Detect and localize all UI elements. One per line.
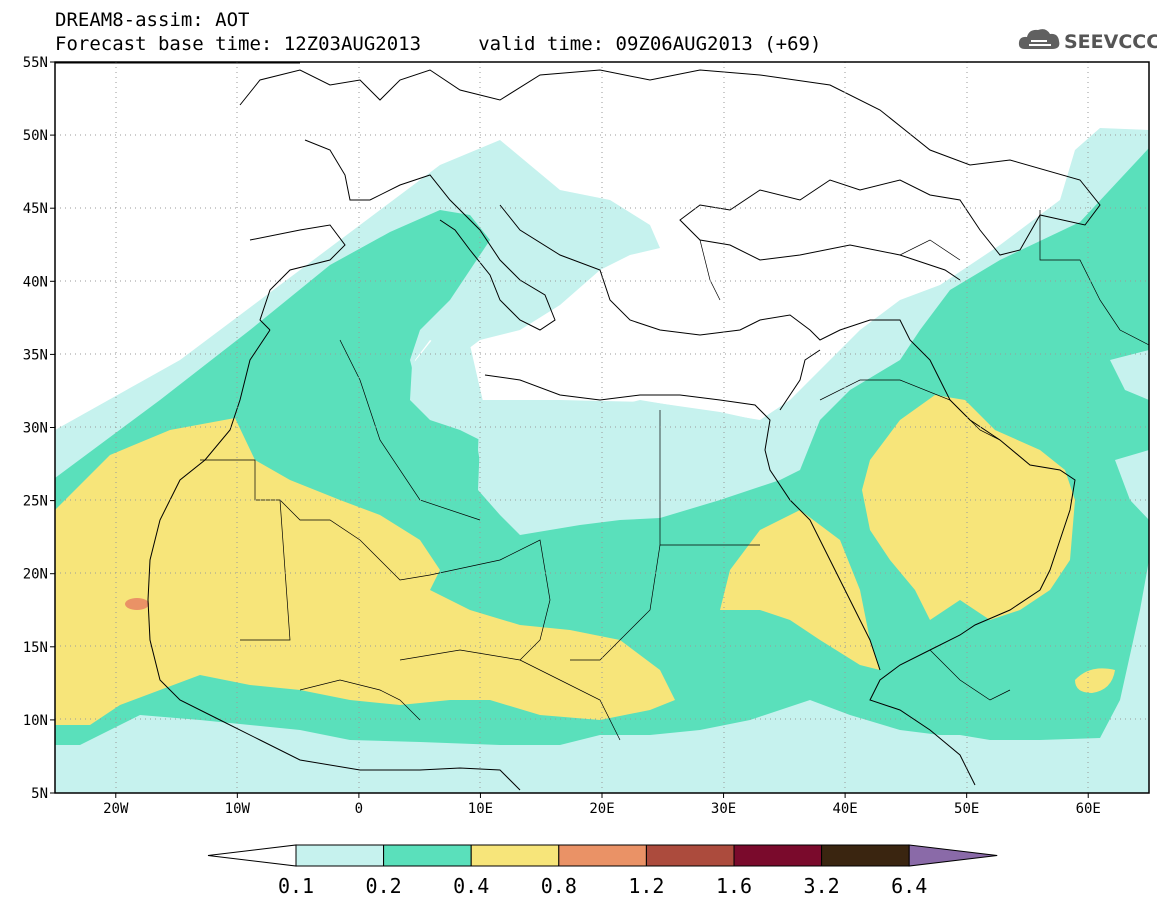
colorbar-label: 1.2 [628,874,664,898]
lat-label: 25N [23,494,48,510]
aot-band-0.4-west [55,418,675,725]
colorbar-label: 6.4 [891,874,927,898]
colorbar-swatch [733,844,823,867]
aot-field [55,62,1149,793]
colorbar-label: 3.2 [804,874,840,898]
lat-label: 40N [23,274,48,290]
grid-lines [55,62,1149,793]
lat-label: 50N [23,128,48,144]
colorbar-swatch [821,844,910,867]
map-title: DREAM8-assim: AOT [55,9,250,31]
lat-label: 5N [31,786,48,802]
lon-label: 30E [711,801,736,817]
lat-label: 10N [23,713,48,729]
lon-label: 10W [225,801,251,817]
colorbar-swatch [470,844,560,867]
lat-label: 45N [23,201,48,217]
aot-band-0.4-east-africa [720,510,880,670]
lon-label: 60E [1076,801,1101,817]
lat-label: 20N [23,567,48,583]
colorbar-label: 0.4 [453,874,489,898]
lon-label: 40E [832,801,857,817]
logo-text: SEEVCCC [1064,31,1157,53]
coastlines [55,62,1101,791]
lon-label: 20W [103,801,129,817]
colorbar-swatch [295,844,385,867]
colorbar-swatch [558,844,647,867]
colorbar-label: 0.2 [366,874,402,898]
colorbar-under-arrow [207,844,297,867]
borders [200,210,1149,741]
lat-label: 30N [23,421,48,437]
colorbar: 0.1 0.2 0.4 0.8 1.2 1.6 3.2 6.4 [207,844,998,898]
colorbar-swatch [383,844,472,867]
lat-label: 55N [23,55,48,71]
lat-label: 35N [23,347,48,363]
cloud-icon [1018,29,1060,49]
lon-label: 0 [355,801,363,817]
forecast-times: Forecast base time: 12Z03AUG2013 valid t… [55,33,822,55]
colorbar-label: 0.8 [541,874,577,898]
colorbar-over-arrow [908,844,998,867]
colorbar-label: 0.1 [278,874,314,898]
lon-axis: 20W 10W 0 10E 20E 30E 40E 50E 60E [103,793,1101,817]
aot-band-0.8 [125,598,149,610]
colorbar-label: 1.6 [716,874,752,898]
lon-label: 50E [954,801,979,817]
seevccc-logo: SEEVCCC [1018,29,1157,53]
lon-label: 20E [589,801,614,817]
colorbar-swatch [645,844,735,867]
lat-axis: 55N 50N 45N 40N 35N 30N 25N 20N 15N 10N 5N [23,55,55,802]
lon-label: 10E [468,801,493,817]
lat-label: 15N [23,640,48,656]
aot-band-0.4-arabia [862,395,1075,620]
